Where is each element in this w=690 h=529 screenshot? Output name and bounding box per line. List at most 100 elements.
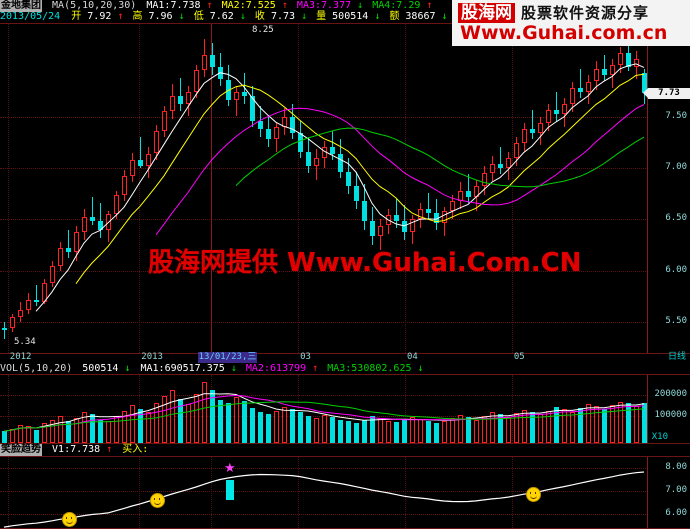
amount-label: 额 (389, 11, 400, 22)
volume-bar (441, 420, 447, 443)
ma-formula-label[interactable]: MA(5,10,20,30) (52, 0, 137, 11)
candle-body (161, 111, 167, 131)
volume-bar (337, 419, 343, 443)
candle-body (601, 69, 607, 76)
high-arrow: ↓ (178, 11, 185, 22)
volume-bar (473, 419, 479, 443)
volume-bar (369, 416, 375, 443)
volume-bar (121, 410, 127, 443)
close-value: 7.73 (270, 11, 296, 22)
candle-body (249, 96, 255, 121)
candle-body (1, 328, 7, 331)
site-logo-watermark: 股海网 股票软件资源分享 Www.Guhai.com.cn (452, 0, 690, 46)
period-label[interactable]: 日线 (667, 352, 686, 362)
candle-body (81, 217, 87, 232)
volume-bar (273, 410, 279, 443)
volume-axis: 200000 100000 (647, 375, 690, 443)
volume-bar (497, 414, 503, 443)
price-axis-label: 5.50 (665, 316, 687, 327)
candle-body (481, 173, 487, 187)
candle-wick (244, 73, 245, 105)
ma4-arrow: ↑ (426, 0, 433, 11)
vol-arrow: ↓ (124, 363, 131, 374)
candle-body (33, 299, 39, 302)
candle-body (473, 186, 479, 197)
ma2-value: MA2:7.525 (221, 0, 276, 11)
candle-body (641, 73, 647, 93)
volume-value: 500514 (332, 11, 369, 22)
trend-indicator-panel[interactable]: ★ 8.00 7.00 6.00 (0, 456, 690, 529)
buy-signal-star-icon: ★ (224, 460, 236, 476)
volume-bar (345, 421, 351, 443)
candle-body (633, 59, 639, 68)
candle-wick (604, 54, 605, 82)
date-tick-label: 2012 (9, 352, 32, 362)
vol-formula-label[interactable]: VOL(5,10,20) (0, 363, 73, 374)
volume-unit-label: X10 (651, 432, 668, 442)
ma-line-ma5 (35, 63, 645, 312)
price-plot-area[interactable] (0, 24, 648, 353)
candle-wick (332, 130, 333, 160)
candle-wick (428, 192, 429, 220)
volume-bar (433, 423, 439, 443)
volume-axis-label: 200000 (654, 389, 687, 400)
logo-url-text: Www.Guhai.com.cn (460, 22, 668, 44)
candle-body (529, 128, 535, 133)
volume-bar (145, 412, 151, 443)
candle-wick (36, 285, 37, 306)
volume-bar (617, 401, 623, 443)
trend-v1-arrow: ↑ (106, 444, 113, 455)
candle-body (265, 128, 271, 140)
volume-plot-area[interactable] (0, 375, 648, 443)
trend-axis-label: 6.00 (665, 508, 687, 518)
candle-body (609, 65, 615, 76)
volume-bar (153, 402, 159, 443)
candle-body (305, 151, 311, 166)
open-label: 开 (71, 11, 82, 22)
volume-axis-label: 100000 (654, 409, 687, 420)
candle-body (313, 157, 319, 166)
price-chart-panel[interactable]: 7.50 7.00 6.50 6.00 5.50 8.25 5.34 7.73 (0, 23, 690, 354)
amount-value: 38667 (405, 11, 436, 22)
volume-bar (577, 407, 583, 443)
candle-body (337, 153, 343, 172)
stock-name-label[interactable]: 金地集团 (0, 0, 42, 12)
candle-body (273, 126, 279, 140)
volume-bar (25, 425, 31, 443)
close-label: 收 (254, 11, 265, 22)
candle-wick (396, 198, 397, 228)
candle-body (393, 215, 399, 222)
volume-bar (305, 416, 311, 443)
logo-line-1: 股海网 股票软件资源分享 (458, 3, 649, 23)
candle-body (137, 159, 143, 166)
candle-body (441, 211, 447, 224)
candle-body (521, 128, 527, 144)
trend-vgridline (405, 457, 406, 528)
volume-bar (401, 419, 407, 443)
candle-body (329, 147, 335, 154)
volume-bar (393, 422, 399, 443)
selected-date-line (210, 24, 212, 353)
low-arrow: ↓ (239, 11, 246, 22)
candle-body (9, 317, 15, 329)
volume-bar (321, 415, 327, 443)
selected-date-label[interactable]: 13/01/23,三 (197, 352, 258, 363)
candle-body (585, 81, 591, 92)
candle-body (89, 217, 95, 222)
price-axis-label: 7.00 (665, 161, 687, 172)
low-value: 7.62 (209, 11, 234, 22)
date-axis[interactable]: 日线 2012 2013 03 04 05 13/01/23,三 (0, 352, 690, 363)
trend-plot-area[interactable]: ★ (0, 457, 648, 528)
volume-bar (201, 382, 207, 443)
low-label: 低 (193, 11, 204, 22)
volume-chart-panel[interactable]: 200000 100000 X10 (0, 374, 690, 444)
trend-axis-label: 8.00 (665, 461, 687, 472)
ma-line-ma20 (155, 104, 645, 236)
volume-ma-line-5 (3, 393, 645, 432)
trend-vgridline (139, 457, 141, 528)
volume-bar (217, 399, 223, 443)
candle-body (465, 190, 471, 197)
price-vgridline (7, 24, 9, 353)
buy-signal-bar (226, 480, 234, 501)
trend-title-label[interactable]: 笑脸趋势 (0, 444, 42, 456)
